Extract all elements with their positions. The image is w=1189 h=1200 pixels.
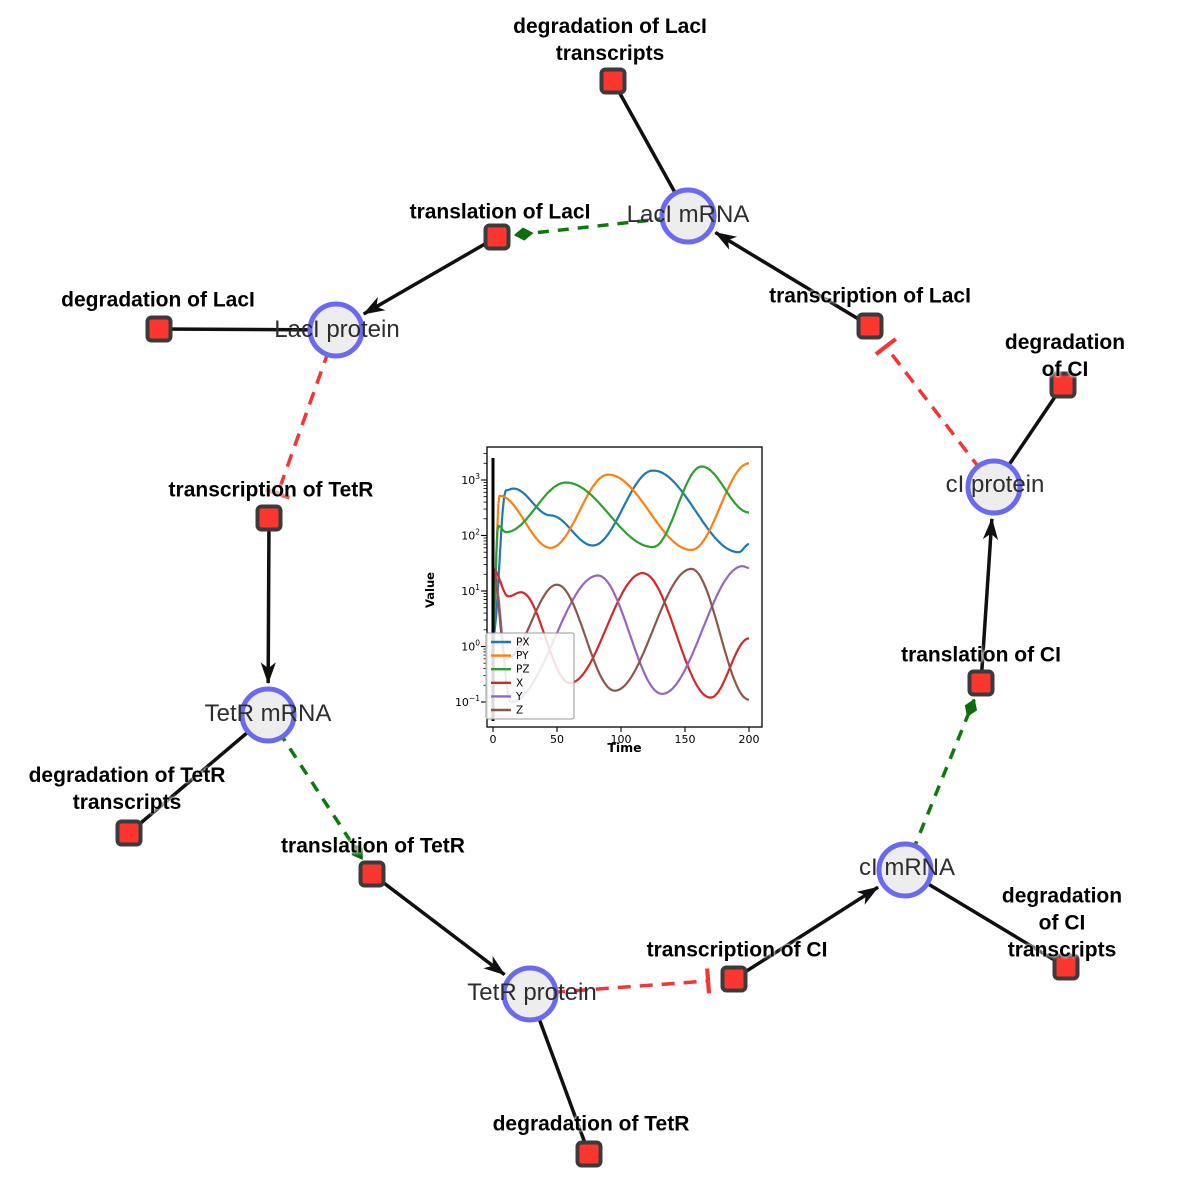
series-PX <box>491 469 750 638</box>
legend-label-PY: PY <box>516 650 529 662</box>
transcription-tetr-node <box>255 504 283 532</box>
deg-laci-node <box>145 315 173 343</box>
series-PZ <box>491 465 750 630</box>
edge-laci-protein-to-deg-laci <box>158 327 337 332</box>
laci-protein-node <box>307 301 365 359</box>
tetr-protein-node <box>501 965 559 1023</box>
deg-tetr-label: degradation of TetR <box>492 1112 690 1136</box>
svg-text:10−1: 10−1 <box>455 694 480 709</box>
ci-protein-label: cI protein <box>945 471 1045 498</box>
deg-ci-label: degradation of CI <box>1004 331 1126 381</box>
svg-text:50: 50 <box>550 733 564 746</box>
deg-ci-transcripts-label: degradation of CI transcripts <box>1001 884 1123 962</box>
deg-tetr-transcripts-label: degradation of TetR transcripts <box>28 764 226 814</box>
deg-ci-node <box>1049 371 1077 399</box>
transcription-tetr-label: transcription of TetR <box>168 478 374 502</box>
tetr-mrna-label: TetR mRNA <box>204 700 332 727</box>
edge-tetr-mrna-to-deg-tetr-transcripts <box>127 713 270 835</box>
svg-text:101: 101 <box>461 583 480 598</box>
deg-tetr-transcripts-node <box>115 819 143 847</box>
deg-laci-transcripts-node <box>599 67 627 95</box>
svg-text:100: 100 <box>611 733 632 746</box>
ci-mrna-label: cI mRNA <box>859 854 955 881</box>
translation-tetr-node <box>358 860 386 888</box>
x-axis-label: Time <box>607 740 641 755</box>
edge-tetr-mrna-to-translation-tetr <box>266 714 364 860</box>
edge-ci-mrna-to-translation-ci <box>903 698 978 871</box>
legend-label-Z: Z <box>516 705 523 717</box>
edge-translation-ci-to-ci-protein <box>979 517 999 684</box>
ci-protein-node <box>965 458 1023 516</box>
laci-mrna-node <box>659 187 717 245</box>
deg-laci-label: degradation of LacI <box>61 288 255 312</box>
series-Z <box>492 567 750 701</box>
svg-text:0: 0 <box>490 733 497 746</box>
x-axis: 0 50 100 150 200 Time <box>490 727 760 755</box>
laci-mrna-label: LacI mRNA <box>626 201 750 228</box>
ci-mrna-node <box>876 841 934 899</box>
tetr-protein-label: TetR protein <box>467 979 597 1006</box>
tetr-mrna-node <box>239 686 297 744</box>
translation-tetr-label: translation of TetR <box>281 834 465 858</box>
transcription-ci-label: transcription of CI <box>646 938 828 962</box>
y-axis: 10−1 100 101 102 103 Value <box>423 453 487 709</box>
simulation-timecourse-plot: 0 50 100 150 200 Time 10−1 100 101 102 103 Value PX P… <box>420 438 780 768</box>
legend-label-PX: PX <box>516 637 530 649</box>
edge-transcription-tetr-to-tetr-mrna <box>260 517 276 685</box>
translation-ci-label: translation of CI <box>901 643 1061 667</box>
deg-ci-transcripts-node <box>1052 953 1080 981</box>
series-PY <box>491 462 750 630</box>
svg-text:102: 102 <box>461 528 480 543</box>
series-group <box>491 462 750 704</box>
svg-text:100: 100 <box>461 639 480 654</box>
edge-ci-mrna-to-deg-ci-transcripts <box>904 868 1067 969</box>
plot-frame <box>486 446 763 728</box>
legend-label-X: X <box>516 677 523 689</box>
edge-laci-mrna-to-translation-laci <box>513 214 689 241</box>
edge-translation-laci-to-laci-protein <box>362 235 498 316</box>
transcription-ci-node <box>720 965 748 993</box>
transcription-laci-node <box>856 312 884 340</box>
svg-text:150: 150 <box>675 733 696 746</box>
y-axis-label: Value <box>423 572 437 608</box>
edge-translation-tetr-to-tetr-protein <box>370 872 506 977</box>
deg-laci-transcripts-label: degradation of LacI transcripts <box>513 15 707 65</box>
legend-label-Y: Y <box>515 691 523 703</box>
transcription-laci-label: transcription of LacI <box>769 284 971 308</box>
edge-transcription-ci-to-ci-mrna <box>733 885 879 981</box>
laci-protein-label: LacI protein <box>274 316 400 343</box>
svg-text:200: 200 <box>739 733 760 746</box>
edge-transcription-laci-to-laci-mrna <box>714 231 871 328</box>
deg-tetr-node <box>575 1140 603 1168</box>
edge-tetr-protein-to-transcription-ci <box>529 968 712 996</box>
translation-ci-node <box>967 669 995 697</box>
legend-label-PZ: PZ <box>516 664 530 676</box>
translation-laci-label: translation of LacI <box>409 200 591 224</box>
translation-laci-node <box>483 223 511 251</box>
svg-text:103: 103 <box>461 472 480 487</box>
edge-laci-protein-to-transcription-tetr <box>265 329 338 500</box>
